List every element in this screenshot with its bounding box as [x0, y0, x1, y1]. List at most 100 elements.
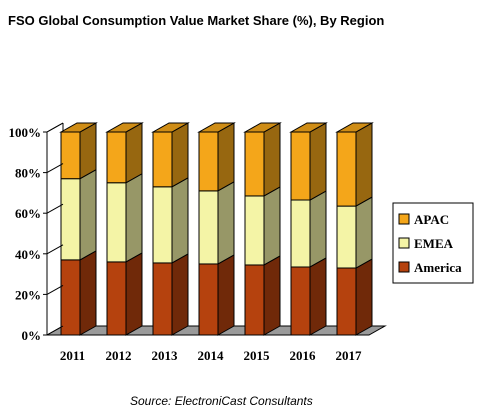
bar-top-2017 — [335, 122, 374, 133]
chart-title: FSO Global Consumption Value Market Shar… — [8, 13, 384, 28]
bar-front — [244, 131, 265, 197]
bar-side — [355, 122, 373, 207]
bar-emea-2015 — [244, 186, 281, 266]
bar-side — [309, 122, 327, 201]
x-category-label: 2017 — [336, 348, 363, 363]
bar-top-2013 — [151, 122, 190, 133]
y-tick-label: 100% — [9, 125, 42, 140]
legend: APAC EMEA America — [392, 202, 474, 284]
bar-front — [152, 262, 173, 336]
y-axis-ticks: 0% 20% 40% 60% 80% 100% — [9, 122, 64, 343]
bar-side — [171, 176, 189, 264]
bar-emea-2012 — [106, 172, 143, 263]
bar-side — [263, 186, 281, 266]
legend-swatch-america — [398, 261, 410, 273]
bar-america-2012 — [106, 252, 143, 336]
bar-side — [217, 181, 235, 265]
bar-front — [244, 195, 265, 266]
x-axis-categories: 2011 2012 2013 2014 2015 2016 2017 — [60, 348, 362, 363]
bars — [59, 122, 374, 336]
bar-front — [336, 267, 357, 336]
chart-source: Source: ElectroniCast Consultants — [130, 394, 313, 408]
y-tick-depth-line — [46, 163, 64, 174]
bar-apac-2013 — [152, 122, 189, 188]
bar-front — [60, 259, 81, 336]
bar-apac-2017 — [336, 122, 373, 207]
bar-side — [217, 254, 235, 336]
bar-top-2011 — [59, 122, 98, 133]
bar-america-2015 — [244, 255, 281, 336]
bar-side — [125, 122, 143, 184]
y-tick-depth-line — [46, 122, 64, 133]
bar-america-2017 — [336, 258, 373, 336]
bar-front — [60, 178, 81, 261]
legend-label-america: America — [414, 260, 462, 275]
y-tick-label: 0% — [22, 328, 42, 343]
x-category-label: 2015 — [244, 348, 271, 363]
legend-items: APAC EMEA America — [398, 212, 462, 275]
y-tick-depth-line — [46, 244, 64, 255]
bar-america-2013 — [152, 253, 189, 336]
bar-apac-2015 — [244, 122, 281, 197]
bar-front — [198, 190, 219, 265]
bar-side — [171, 122, 189, 188]
bar-top-2015 — [243, 122, 282, 133]
bar-top-2012 — [105, 122, 144, 133]
bar-front — [290, 266, 311, 336]
x-category-label: 2012 — [106, 348, 132, 363]
bar-emea-2016 — [290, 190, 327, 268]
bar-front — [290, 199, 311, 268]
bar-emea-2013 — [152, 176, 189, 264]
y-tick-label: 60% — [15, 206, 41, 221]
bar-apac-2014 — [198, 122, 235, 192]
bar-side — [263, 255, 281, 336]
bar-side — [309, 257, 327, 336]
legend-swatch-emea — [398, 237, 410, 249]
bar-apac-2016 — [290, 122, 327, 201]
bar-front — [152, 186, 173, 264]
y-tick-label: 80% — [15, 166, 41, 181]
x-category-label: 2014 — [198, 348, 225, 363]
bar-side — [79, 250, 97, 336]
bar-side — [125, 252, 143, 336]
bar-side — [171, 253, 189, 336]
legend-swatch-apac — [398, 213, 410, 225]
bar-side — [79, 168, 97, 261]
bar-front — [106, 182, 127, 263]
bar-america-2011 — [60, 250, 97, 336]
x-category-label: 2011 — [60, 348, 85, 363]
bar-front — [198, 263, 219, 336]
bar-emea-2011 — [60, 168, 97, 261]
bar-top-2016 — [289, 122, 328, 133]
bar-emea-2014 — [198, 181, 235, 265]
bar-front — [198, 131, 219, 192]
bar-top-2014 — [197, 122, 236, 133]
bar-front — [290, 131, 311, 201]
bar-front — [60, 131, 81, 180]
x-category-label: 2016 — [290, 348, 317, 363]
legend-label-apac: APAC — [414, 212, 449, 227]
y-tick-label: 40% — [15, 247, 41, 262]
bar-emea-2017 — [336, 196, 373, 269]
y-tick-depth-line — [46, 203, 64, 214]
bar-front — [106, 261, 127, 336]
y-tick-depth-line — [46, 284, 64, 295]
y-tick-depth-line — [46, 325, 64, 336]
bar-side — [309, 190, 327, 268]
bar-side — [79, 122, 97, 180]
bar-america-2016 — [290, 257, 327, 336]
bar-side — [263, 122, 281, 197]
bar-side — [355, 258, 373, 336]
y-tick-label: 20% — [15, 287, 41, 302]
bar-front — [336, 131, 357, 207]
bar-side — [217, 122, 235, 192]
bar-front — [106, 131, 127, 184]
legend-label-emea: EMEA — [414, 236, 454, 251]
bar-america-2014 — [198, 254, 235, 336]
x-category-label: 2013 — [152, 348, 179, 363]
bar-front — [152, 131, 173, 188]
bar-front — [244, 264, 265, 336]
bar-front — [336, 205, 357, 269]
bar-side — [355, 196, 373, 269]
